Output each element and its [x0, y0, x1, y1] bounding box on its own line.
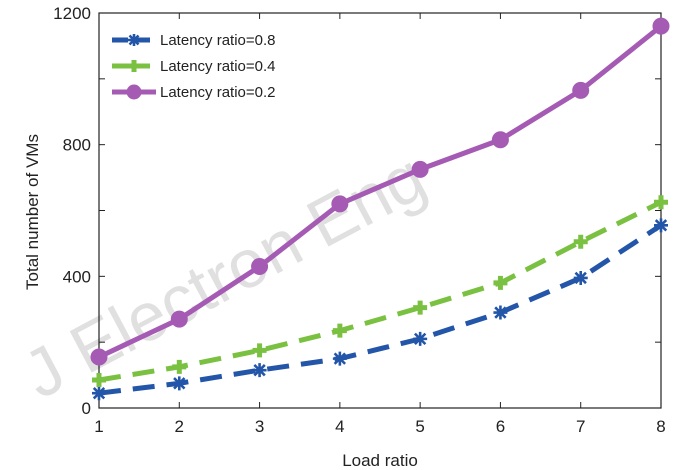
legend-label: Latency ratio=0.8 [160, 32, 276, 49]
y-axis-label: Total number of VMs [23, 134, 42, 290]
x-tick-label: 5 [415, 417, 424, 436]
circle-marker [491, 131, 509, 149]
y-tick-label: 400 [63, 267, 91, 286]
x-tick-label: 8 [656, 417, 665, 436]
plus-marker [654, 195, 668, 210]
series-2 [92, 195, 668, 388]
x-tick-label: 7 [576, 417, 585, 436]
legend-label: Latency ratio=0.4 [160, 58, 276, 75]
x-tick-label: 3 [255, 417, 264, 436]
x-axis-label: Load ratio [342, 451, 418, 470]
circle-marker [652, 17, 670, 35]
series-1 [92, 218, 668, 401]
plus-marker [92, 373, 106, 388]
legend-label: Latency ratio=0.2 [160, 84, 276, 101]
asterisk-marker [252, 363, 267, 378]
plus-marker [172, 359, 187, 374]
asterisk-marker [573, 270, 588, 285]
y-tick-label: 800 [63, 136, 91, 155]
circle-marker [411, 160, 429, 178]
x-tick-label: 2 [175, 417, 184, 436]
asterisk-marker [92, 386, 106, 401]
y-tick-label: 1200 [53, 4, 91, 23]
y-tick-label: 0 [82, 399, 91, 418]
asterisk-marker [332, 351, 347, 366]
plus-marker [413, 300, 428, 315]
legend-item: Latency ratio=0.2 [112, 84, 276, 101]
plus-marker [573, 234, 588, 249]
plus-marker [252, 343, 267, 358]
circle-marker [126, 84, 142, 100]
asterisk-marker [172, 376, 187, 391]
plus-marker [332, 323, 347, 338]
series-line [98, 200, 663, 383]
legend-item: Latency ratio=0.8 [112, 32, 276, 49]
series-line [97, 24, 663, 360]
circle-marker [572, 81, 590, 99]
plus-marker [128, 60, 140, 72]
legend-item: Latency ratio=0.4 [112, 58, 276, 75]
asterisk-marker [413, 331, 428, 346]
asterisk-marker [654, 218, 668, 233]
asterisk-marker [128, 34, 140, 46]
circle-marker [331, 195, 349, 213]
asterisk-marker [493, 305, 508, 320]
circle-marker [170, 310, 188, 328]
circle-marker [90, 348, 108, 366]
x-tick-label: 1 [94, 417, 103, 436]
plus-marker [493, 275, 508, 290]
series-3 [90, 17, 670, 366]
x-tick-label: 6 [496, 417, 505, 436]
circle-marker [251, 257, 269, 275]
series-line [98, 223, 663, 396]
x-tick-label: 4 [335, 417, 344, 436]
